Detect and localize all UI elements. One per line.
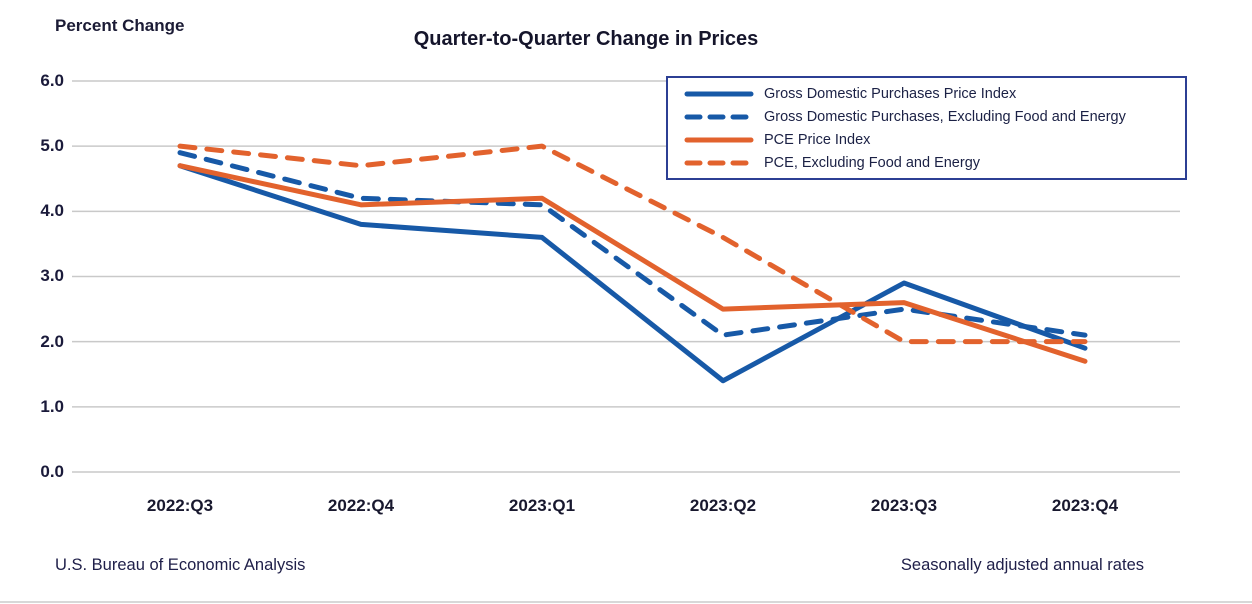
legend-line-swatch-solid [684,137,754,142]
legend-label: Gross Domestic Purchases, Excluding Food… [764,108,1126,125]
y-axis-title: Percent Change [55,16,185,35]
legend-line-swatch-dashed [684,114,754,119]
legend-label: PCE, Excluding Food and Energy [764,154,981,171]
legend-line-swatch-dashed [684,160,754,165]
x-tick-label: 2023:Q3 [870,496,938,515]
x-tick-label: 2023:Q4 [1051,496,1119,515]
legend-item: PCE, Excluding Food and Energy [684,153,1185,173]
x-tick-label: 2022:Q3 [146,496,214,515]
legend-item: Gross Domestic Purchases, Excluding Food… [684,107,1185,127]
legend-label: PCE Price Index [764,131,871,148]
x-tick-label: 2022:Q4 [327,496,395,515]
legend-line-swatch-solid [684,91,754,96]
bottom-edge-line [0,601,1252,603]
series-lines [177,143,1088,384]
y-tick-label: 4.0 [40,201,64,221]
y-tick-label: 3.0 [40,266,64,286]
y-tick-label: 2.0 [40,331,64,351]
legend-box: Gross Domestic Purchases Price Index Gros… [666,76,1187,180]
x-tick-label: 2023:Q1 [508,496,576,515]
series-line-pce-price-index [177,163,1088,364]
series-line-gross-domestic-purchases-price-index [177,163,1088,384]
source-note: U.S. Bureau of Economic Analysis [55,556,306,574]
legend-item: Gross Domestic Purchases Price Index [684,84,1185,104]
rates-note: Seasonally adjusted annual rates [900,556,1144,574]
chart-title: Quarter-to-Quarter Change in Prices [413,28,759,50]
legend-item: PCE Price Index [684,130,1185,150]
y-tick-label: 6.0 [40,70,64,90]
x-tick-label: 2023:Q2 [689,496,757,515]
y-tick-label: 5.0 [40,136,64,156]
legend-label: Gross Domestic Purchases Price Index [764,85,1017,102]
y-tick-label: 1.0 [40,396,64,416]
y-tick-label: 0.0 [40,462,64,481]
series-line-pce-excluding-food-and-energy [177,143,1088,345]
